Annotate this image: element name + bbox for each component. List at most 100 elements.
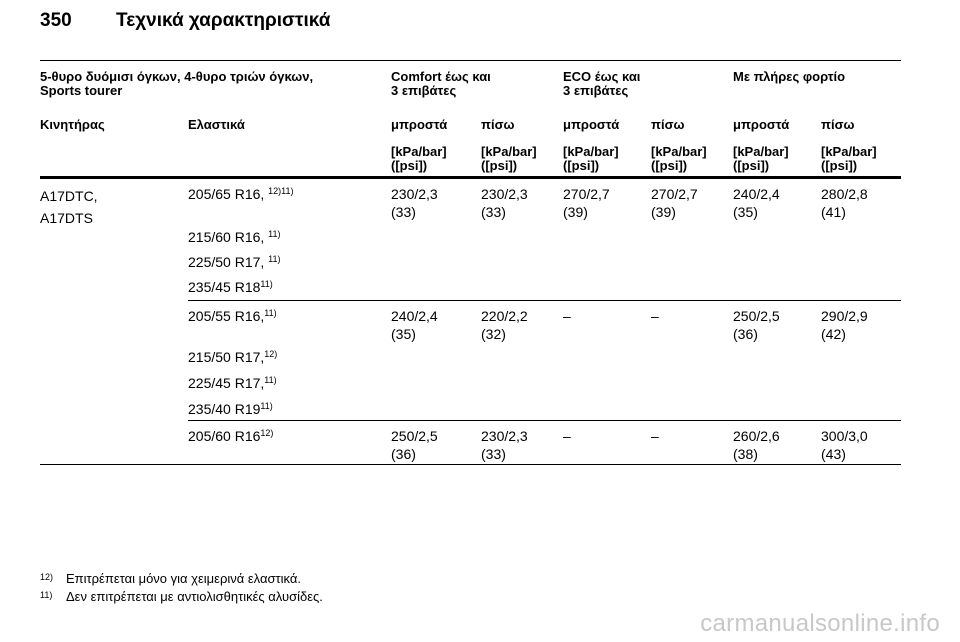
header-comfort-rear: πίσω	[481, 117, 515, 132]
tyre-size: 225/50 R17, 11)	[188, 253, 281, 271]
header-comfort-line1: Comfort έως και	[391, 69, 491, 84]
tyre-size: 205/55 R16,11)	[188, 307, 277, 325]
footnote: 11) Δεν επιτρέπεται με αντιολισθητικές αλ…	[40, 589, 323, 605]
tyre-size-text: 235/40 R19	[188, 401, 261, 417]
header-engine: Κινητήρας	[40, 117, 105, 132]
header-full-front: μπροστά	[733, 117, 790, 132]
pressure-kpa-bar: 270/2,7	[651, 186, 698, 202]
tyre-size-text: 235/45 R18	[188, 279, 261, 295]
footnote-mark: 12)	[40, 572, 54, 582]
engine-line2: A17DTS	[40, 210, 93, 226]
footnote-ref: 11)	[260, 401, 273, 411]
unit-line2: ([psi])	[733, 158, 770, 173]
tyre-size-text: 205/55 R16,	[188, 308, 265, 324]
footnote-ref: 11)	[260, 279, 273, 289]
pressure-kpa-bar: 220/2,2	[481, 308, 528, 324]
header-comfort-line2: 3 επιβάτες	[391, 83, 457, 98]
pressure-psi: (32)	[481, 326, 506, 342]
unit-line2: ([psi])	[651, 158, 688, 173]
pressure-psi: (36)	[391, 446, 416, 462]
pressure-psi: (33)	[481, 446, 506, 462]
pressure-kpa-bar: 250/2,5	[391, 428, 438, 444]
pressure-value: 290/2,9 (42)	[821, 307, 868, 343]
tyre-size: 235/45 R1811)	[188, 278, 273, 296]
pressure-value: 230/2,3 (33)	[391, 185, 438, 221]
page-number: 350	[40, 10, 72, 31]
footnote-mark: 11)	[40, 590, 53, 600]
pressure-kpa-bar: –	[651, 428, 659, 444]
watermark: carmanualsonline.info	[700, 610, 940, 637]
tyre-size: 235/40 R1911)	[188, 400, 273, 418]
pressure-psi: (35)	[733, 204, 758, 220]
pressure-value: 280/2,8 (41)	[821, 185, 868, 221]
pressure-value: 240/2,4 (35)	[733, 185, 780, 221]
footnote: 12) Επιτρέπεται μόνο για χειμερινά ελαστι…	[40, 571, 301, 587]
pressure-psi: (41)	[821, 204, 846, 220]
pressure-value: 230/2,3 (33)	[481, 185, 528, 221]
unit-header: [kPa/bar] ([psi])	[563, 145, 619, 173]
pressure-kpa-bar: 250/2,5	[733, 308, 780, 324]
pressure-kpa-bar: 230/2,3	[481, 428, 528, 444]
footnote-ref: 11)	[264, 308, 277, 318]
tyre-size-text: 205/65 R16,	[188, 186, 269, 202]
pressure-kpa-bar: 230/2,3	[391, 186, 438, 202]
footnote-ref: 12)	[264, 349, 278, 359]
pressure-value: 220/2,2 (32)	[481, 307, 528, 343]
page-title: Τεχνικά χαρακτηριστικά	[116, 10, 331, 31]
pressure-kpa-bar: –	[563, 308, 571, 324]
pressure-kpa-bar: 300/3,0	[821, 428, 868, 444]
pressure-value: –	[651, 427, 659, 445]
table-bottom-rule	[40, 464, 901, 465]
tyre-size: 215/50 R17,12)	[188, 348, 277, 366]
header-rule	[40, 176, 901, 179]
pressure-psi: (35)	[391, 326, 416, 342]
footnote-text: Δεν επιτρέπεται με αντιολισθητικές αλυσί…	[66, 589, 323, 604]
unit-line1: [kPa/bar]	[821, 144, 877, 159]
header-tyres: Ελαστικά	[188, 117, 245, 132]
header-eco: ECO έως και 3 επιβάτες	[563, 70, 640, 98]
top-rule	[40, 60, 901, 61]
pressure-value: 240/2,4 (35)	[391, 307, 438, 343]
group-rule	[188, 300, 901, 301]
header-vehicle-line2: Sports tourer	[40, 83, 123, 98]
pressure-psi: (43)	[821, 446, 846, 462]
pressure-psi: (39)	[563, 204, 588, 220]
unit-line2: ([psi])	[821, 158, 858, 173]
footnote-ref: 12)	[260, 428, 274, 438]
unit-header: [kPa/bar] ([psi])	[481, 145, 537, 173]
pressure-kpa-bar: 270/2,7	[563, 186, 610, 202]
header-eco-rear: πίσω	[651, 117, 685, 132]
header-eco-line2: 3 επιβάτες	[563, 83, 629, 98]
engine-line1: A17DTC,	[40, 188, 98, 204]
unit-line1: [kPa/bar]	[563, 144, 619, 159]
footnote-ref: 11)	[268, 254, 281, 264]
unit-header: [kPa/bar] ([psi])	[733, 145, 789, 173]
pressure-psi: (33)	[391, 204, 416, 220]
group-rule	[188, 420, 901, 421]
footnote-ref: 11)	[268, 229, 281, 239]
unit-line1: [kPa/bar]	[651, 144, 707, 159]
pressure-value: 260/2,6 (38)	[733, 427, 780, 463]
tyre-size: 225/45 R17,11)	[188, 374, 277, 392]
header-full-rear: πίσω	[821, 117, 855, 132]
pressure-value: –	[563, 427, 571, 445]
pressure-kpa-bar: –	[651, 308, 659, 324]
pressure-psi: (42)	[821, 326, 846, 342]
unit-line1: [kPa/bar]	[481, 144, 537, 159]
pressure-value: 250/2,5 (36)	[391, 427, 438, 463]
header-comfort: Comfort έως και 3 επιβάτες	[391, 70, 491, 98]
pressure-kpa-bar: –	[563, 428, 571, 444]
tyre-size-text: 225/45 R17,	[188, 375, 265, 391]
pressure-value: 270/2,7 (39)	[563, 185, 610, 221]
header-comfort-front: μπροστά	[391, 117, 448, 132]
tyre-size-text: 225/50 R17,	[188, 254, 269, 270]
unit-line1: [kPa/bar]	[733, 144, 789, 159]
pressure-value: 300/3,0 (43)	[821, 427, 868, 463]
tyre-size-text: 205/60 R16	[188, 428, 261, 444]
pressure-psi: (33)	[481, 204, 506, 220]
pressure-kpa-bar: 280/2,8	[821, 186, 868, 202]
tyre-size: 205/60 R1612)	[188, 427, 273, 445]
tyre-size: 205/65 R16, 12)11)	[188, 185, 294, 203]
unit-line2: ([psi])	[391, 158, 428, 173]
pressure-value: –	[563, 307, 571, 325]
